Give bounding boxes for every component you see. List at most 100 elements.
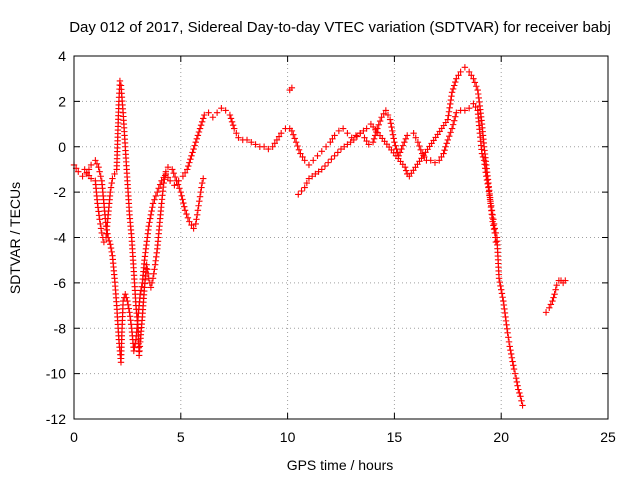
main-trace-point — [154, 188, 161, 196]
main-trace-point — [149, 200, 157, 207]
secondary-trace-point — [455, 72, 462, 79]
main-trace-point — [417, 146, 424, 153]
secondary-trace-point — [100, 238, 108, 246]
x-axis-label: GPS time / hours — [287, 457, 394, 473]
main-trace-point — [416, 142, 423, 150]
secondary-trace-point — [447, 100, 454, 108]
main-trace-point — [228, 118, 236, 125]
main-trace-point — [389, 127, 396, 135]
secondary-trace-point — [498, 290, 506, 297]
secondary-trace-point — [162, 168, 170, 175]
secondary-trace-point — [353, 133, 361, 140]
secondary-trace-point — [516, 389, 523, 397]
main-trace-point — [226, 111, 234, 119]
main-trace-point — [190, 145, 197, 153]
main-trace-point — [427, 157, 434, 164]
main-trace-point — [92, 157, 99, 164]
main-trace-point — [327, 139, 334, 146]
secondary-trace-point — [303, 179, 311, 187]
secondary-trace-point — [164, 163, 172, 171]
secondary-trace-point — [186, 218, 193, 225]
secondary-trace-point — [473, 83, 480, 90]
main-trace-point — [147, 211, 155, 219]
secondary-trace-point — [196, 193, 204, 200]
main-trace-point — [200, 115, 207, 122]
secondary-trace-point — [177, 188, 184, 196]
secondary-trace-point — [151, 266, 158, 273]
secondary-trace-point — [198, 179, 206, 187]
main-trace-point — [138, 283, 145, 290]
main-trace-point — [151, 196, 158, 203]
secondary-trace-point — [488, 202, 495, 209]
main-trace-point — [146, 219, 153, 226]
late-trace-point — [542, 309, 550, 316]
secondary-trace-point — [331, 152, 338, 160]
secondary-trace-point — [510, 365, 518, 373]
secondary-trace-point — [171, 173, 179, 181]
secondary-trace-point — [321, 162, 329, 170]
main-trace-point — [452, 113, 459, 120]
y-tick-label: -2 — [54, 184, 67, 200]
main-trace-point — [248, 139, 255, 146]
main-trace-point — [195, 128, 203, 136]
late-trace-point — [549, 297, 556, 305]
secondary-trace-point — [183, 210, 190, 218]
main-trace-point — [188, 152, 195, 160]
late-trace-point — [552, 286, 559, 293]
main-trace-point — [95, 163, 102, 171]
secondary-trace-point — [344, 141, 351, 148]
main-trace-point — [218, 104, 225, 112]
y-tick-label: -12 — [46, 411, 66, 427]
main-trace-point — [273, 136, 281, 144]
secondary-trace-point — [457, 68, 464, 76]
secondary-trace-point — [111, 170, 118, 178]
main-trace-point — [449, 121, 457, 128]
secondary-trace-point — [512, 374, 520, 382]
secondary-trace-point — [190, 225, 197, 232]
main-trace-point — [436, 157, 443, 164]
secondary-trace-point — [318, 166, 325, 173]
main-trace-point — [87, 161, 95, 169]
secondary-trace-point — [288, 84, 296, 91]
secondary-trace-point — [515, 386, 522, 393]
main-trace-point — [137, 287, 145, 294]
main-trace-point — [322, 143, 330, 150]
main-trace-point — [399, 142, 407, 149]
main-trace-point — [125, 305, 133, 312]
secondary-trace-point — [147, 284, 155, 291]
y-tick-label: -10 — [46, 366, 66, 382]
secondary-trace-point — [197, 188, 204, 196]
secondary-trace-point — [178, 192, 185, 199]
main-trace-point — [440, 150, 447, 157]
secondary-trace-point — [513, 378, 521, 386]
main-trace-point — [386, 116, 394, 123]
secondary-trace-point — [452, 78, 459, 86]
main-trace-point — [146, 215, 154, 222]
y-axis-label: SDTVAR / TECUs — [7, 182, 23, 294]
chart-title: Day 012 of 2017, Sidereal Day-to-day VTE… — [69, 19, 611, 36]
main-trace-point — [171, 182, 178, 189]
main-trace-point — [295, 146, 303, 153]
secondary-trace-point — [305, 175, 313, 182]
main-trace-point — [492, 238, 500, 246]
late-trace-point — [550, 294, 557, 301]
main-trace-point — [107, 241, 114, 248]
secondary-trace-point — [148, 279, 156, 287]
secondary-trace-point — [198, 184, 205, 191]
secondary-trace-point — [511, 370, 519, 377]
secondary-trace-point — [149, 275, 157, 282]
main-trace-point — [271, 140, 278, 147]
main-trace-point — [79, 173, 86, 180]
secondary-trace-point — [144, 270, 152, 277]
secondary-trace-point — [510, 362, 517, 369]
main-trace-point — [124, 301, 132, 309]
main-trace-point — [235, 134, 242, 141]
x-tick-label: 15 — [387, 429, 403, 445]
secondary-trace-point — [519, 402, 526, 409]
secondary-trace-point — [181, 203, 188, 210]
main-trace-point — [305, 161, 313, 169]
main-trace-point — [404, 132, 411, 139]
secondary-trace-point — [402, 167, 410, 174]
